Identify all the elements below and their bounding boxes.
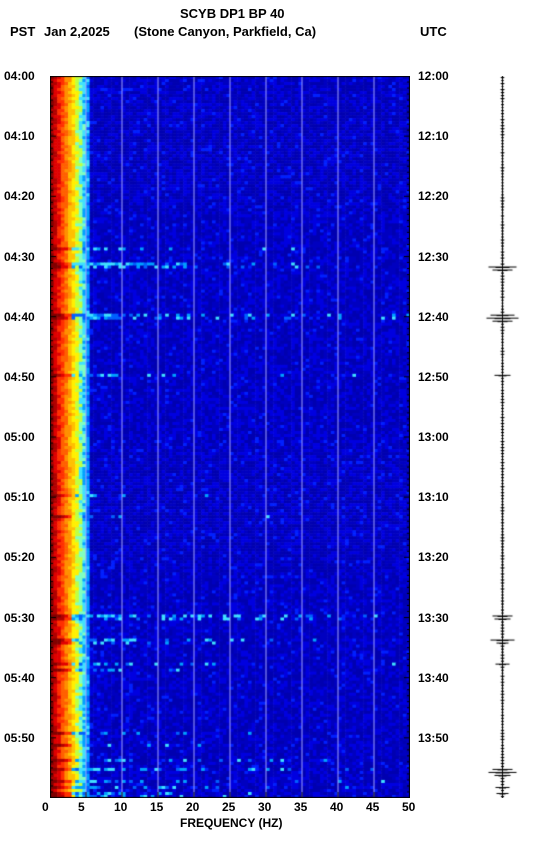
x-axis-label: FREQUENCY (HZ) (180, 816, 282, 830)
freq-tick: 50 (402, 800, 415, 814)
right-time-tick: 12:00 (418, 69, 449, 83)
freq-tick: 25 (222, 800, 235, 814)
left-time-tick: 05:30 (4, 611, 35, 625)
right-time-tick: 12:40 (418, 310, 449, 324)
freq-tick: 15 (150, 800, 163, 814)
date-label: Jan 2,2025 (44, 24, 110, 39)
left-time-tick: 04:50 (4, 370, 35, 384)
right-time-tick: 13:50 (418, 731, 449, 745)
freq-tick: 20 (186, 800, 199, 814)
freq-tick: 10 (114, 800, 127, 814)
freq-tick: 35 (294, 800, 307, 814)
right-time-tick: 12:10 (418, 129, 449, 143)
spectrogram-plot (50, 76, 410, 798)
left-time-tick: 04:10 (4, 129, 35, 143)
left-time-tick: 05:40 (4, 671, 35, 685)
right-time-tick: 12:30 (418, 250, 449, 264)
left-time-tick: 04:30 (4, 250, 35, 264)
left-time-tick: 04:40 (4, 310, 35, 324)
right-time-tick: 13:00 (418, 430, 449, 444)
left-time-tick: 05:50 (4, 731, 35, 745)
waveform-plot (485, 76, 520, 798)
freq-tick: 5 (78, 800, 85, 814)
station-title: SCYB DP1 BP 40 (180, 6, 285, 21)
location-label: (Stone Canyon, Parkfield, Ca) (134, 24, 316, 39)
freq-tick: 40 (330, 800, 343, 814)
left-timezone-label: PST (10, 24, 35, 39)
freq-tick: 30 (258, 800, 271, 814)
right-time-tick: 13:30 (418, 611, 449, 625)
left-time-tick: 05:00 (4, 430, 35, 444)
freq-tick: 0 (42, 800, 49, 814)
right-timezone-label: UTC (420, 24, 447, 39)
right-time-tick: 12:50 (418, 370, 449, 384)
right-time-tick: 12:20 (418, 189, 449, 203)
left-time-tick: 04:20 (4, 189, 35, 203)
left-time-tick: 05:10 (4, 490, 35, 504)
left-time-tick: 04:00 (4, 69, 35, 83)
right-time-tick: 13:10 (418, 490, 449, 504)
right-time-tick: 13:40 (418, 671, 449, 685)
right-time-tick: 13:20 (418, 550, 449, 564)
left-time-tick: 05:20 (4, 550, 35, 564)
freq-tick: 45 (366, 800, 379, 814)
